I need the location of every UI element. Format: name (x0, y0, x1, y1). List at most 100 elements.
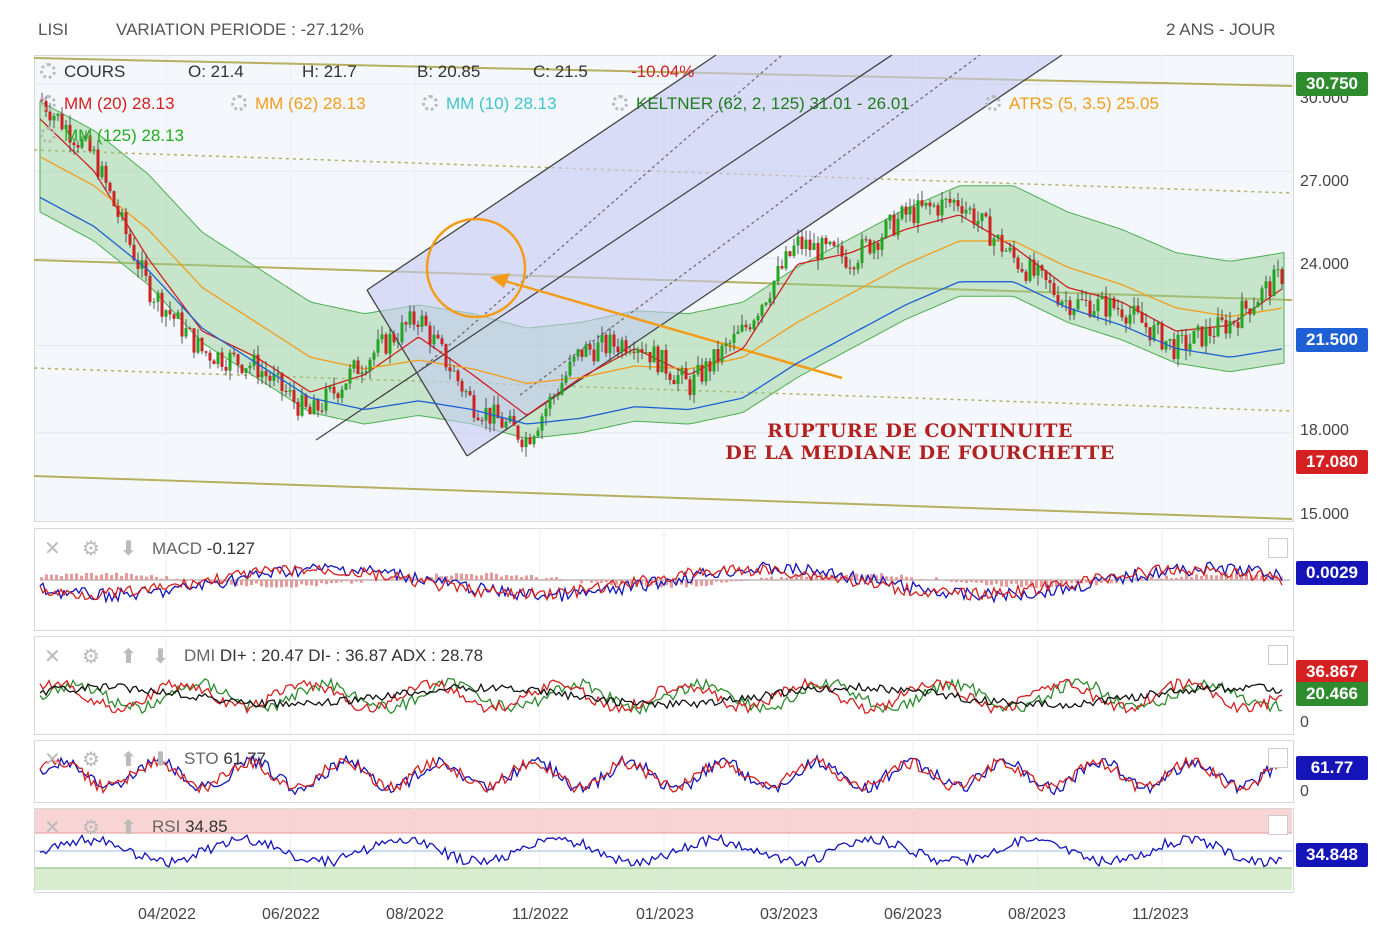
candle-body (1096, 299, 1100, 312)
candle-body (1108, 298, 1112, 317)
gear-icon[interactable] (612, 95, 628, 111)
candle-body (236, 354, 240, 365)
candle-body (196, 337, 200, 353)
candle-body (496, 404, 500, 419)
gear-icon[interactable] (40, 63, 56, 79)
candle-body (360, 372, 364, 375)
arrow-up-icon[interactable]: ⬆ (120, 817, 137, 839)
candle-body (600, 334, 604, 343)
sto-checkbox[interactable] (1268, 748, 1288, 768)
candle-body (1040, 265, 1044, 271)
mm20-legend[interactable]: MM (20) 28.13 (40, 94, 175, 114)
gear-icon[interactable] (422, 95, 438, 111)
mm10-legend[interactable]: MM (10) 28.13 (422, 94, 557, 114)
trend-line-bottom (33, 475, 1293, 520)
candle-body (420, 315, 424, 327)
arrow-down-icon[interactable]: ⬇ (152, 646, 169, 668)
macd-histogram-bar (1035, 580, 1038, 588)
macd-histogram-bar (675, 580, 678, 585)
candle-body (528, 437, 532, 445)
gear-icon[interactable]: ⚙ (82, 817, 100, 839)
gear-icon[interactable] (40, 95, 56, 111)
gear-icon[interactable]: ⚙ (82, 646, 100, 668)
mm62-legend[interactable]: MM (62) 28.13 (231, 94, 366, 114)
candle-body (1024, 271, 1028, 281)
close-icon[interactable]: ✕ (44, 646, 61, 668)
macd-histogram-bar (760, 577, 763, 580)
gear-icon[interactable]: ⚙ (82, 749, 100, 771)
atrs-legend[interactable]: ATRS (5, 3.5) 25.05 (985, 94, 1159, 114)
arrow-down-icon[interactable]: ⬇ (152, 749, 169, 771)
candle-body (664, 350, 668, 374)
gear-icon[interactable] (231, 95, 247, 111)
close-icon[interactable]: ✕ (44, 817, 61, 839)
macd-histogram-bar (785, 577, 788, 580)
candle-body (1220, 317, 1224, 320)
candle-body (1188, 343, 1192, 351)
macd-histogram-bar (1225, 573, 1228, 580)
macd-histogram-bar (550, 577, 553, 580)
candle-body (668, 373, 672, 380)
close-icon[interactable]: ✕ (44, 749, 61, 771)
macd-histogram-bar (405, 577, 408, 580)
macd-histogram-bar (185, 580, 188, 581)
rsi-checkbox[interactable] (1268, 815, 1288, 835)
gear-icon[interactable] (985, 95, 1001, 111)
macd-histogram-bar (160, 578, 163, 580)
macd-histogram-bar (770, 576, 773, 580)
macd-histogram-bar (965, 580, 968, 584)
candle-body (232, 352, 236, 355)
close-icon[interactable]: ✕ (44, 538, 61, 560)
price-legend-row1: COURS (40, 62, 125, 82)
candle-body (136, 260, 140, 269)
macd-histogram-bar (80, 575, 83, 580)
gear-icon[interactable] (40, 127, 56, 143)
candle-body (296, 401, 300, 416)
candle-body (340, 389, 344, 399)
candle-body (432, 334, 436, 345)
candle-body (1280, 269, 1284, 285)
candle-body (988, 216, 992, 246)
macd-histogram-bar (230, 580, 233, 585)
arrow-up-icon[interactable]: ⬆ (120, 749, 137, 771)
macd-histogram-bar (1270, 574, 1273, 580)
candle-body (992, 238, 996, 246)
candle-body (1000, 235, 1004, 252)
candle-body (868, 239, 872, 254)
candle-body (1128, 314, 1132, 324)
macd-histogram-bar (90, 572, 93, 580)
candle-body (1068, 300, 1072, 316)
macd-histogram-bar (1055, 580, 1058, 587)
gear-icon[interactable]: ⚙ (82, 538, 100, 560)
macd-histogram-bar (720, 580, 723, 583)
candle-body (120, 212, 124, 217)
dmi-checkbox[interactable] (1268, 645, 1288, 665)
candle-body (320, 410, 324, 412)
macd-histogram-bar (85, 572, 88, 580)
macd-histogram-bar (700, 580, 703, 586)
macd-histogram-bar (1140, 577, 1143, 580)
macd-histogram-bar (1190, 577, 1193, 580)
mm125-legend[interactable]: MM (125) 28.13 (40, 126, 184, 146)
candle-body (852, 267, 856, 270)
macd-histogram-bar (870, 574, 873, 580)
candle-body (1036, 265, 1040, 276)
period-selector[interactable]: 2 ANS - JOUR (1166, 20, 1276, 39)
arrow-down-icon[interactable]: ⬇ (120, 538, 137, 560)
keltner-legend[interactable]: KELTNER (62, 2, 125) 31.01 - 26.01 (612, 94, 910, 114)
candle-body (1228, 321, 1232, 334)
candle-body (704, 361, 708, 382)
macd-histogram-bar (1045, 580, 1048, 588)
candle-body (1032, 259, 1036, 276)
macd-histogram-bar (540, 579, 543, 580)
macd-histogram-bar (970, 580, 973, 583)
macd-histogram-bar (630, 580, 633, 584)
arrow-up-icon[interactable]: ⬆ (120, 646, 137, 668)
macd-checkbox[interactable] (1268, 538, 1288, 558)
candle-body (556, 394, 560, 396)
macd-histogram-bar (140, 575, 143, 580)
candle-body (124, 212, 128, 234)
macd-histogram-bar (385, 578, 388, 580)
symbol-title: LISI (38, 20, 69, 39)
